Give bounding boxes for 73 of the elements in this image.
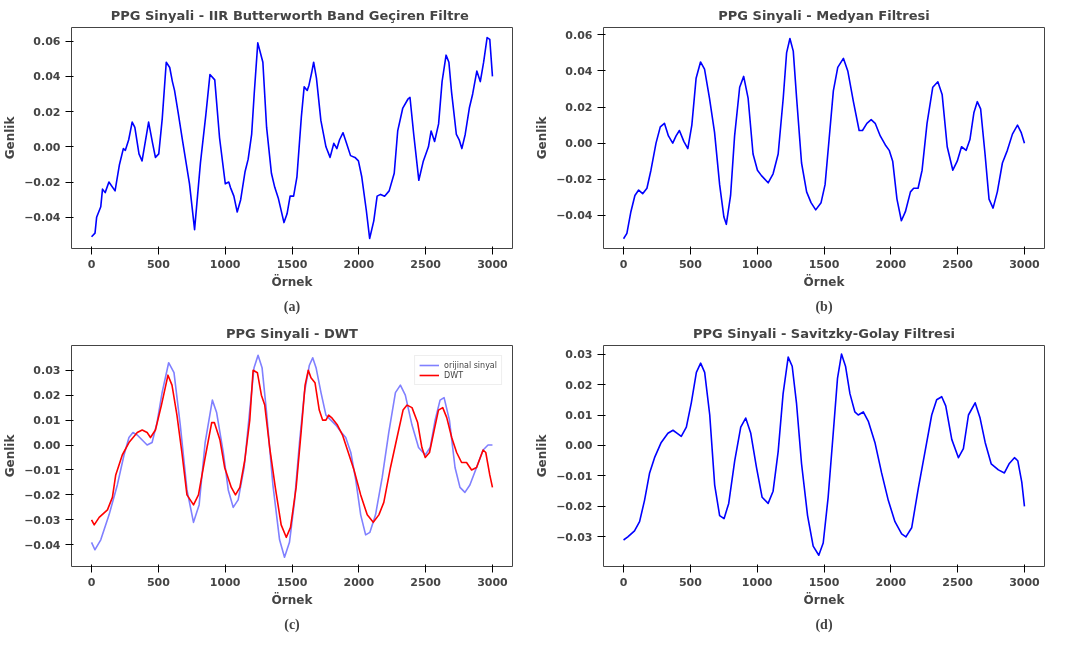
y-tick-label: −0.04 [24,211,61,225]
chart-title: PPG Sinyali - IIR Butterworth Band Geçiren Filtre [110,7,469,23]
y-tick-label: 0.02 [565,101,593,115]
y-tick-label: 0.06 [565,28,593,42]
y-tick-label: 0.04 [565,64,593,78]
y-tick-label: −0.01 [556,469,593,483]
x-axis-title: Örnek [803,591,846,607]
x-axis-title: Örnek [271,591,314,607]
x-tick-label: 3000 [477,257,509,271]
x-tick-label: 2500 [942,575,974,589]
y-tick-label: −0.02 [556,173,593,187]
x-tick-label: 1500 [276,575,308,589]
x-tick-label: 1000 [741,575,773,589]
chart-title: PPG Sinyali - DWT [226,325,359,341]
x-tick-label: 1000 [209,575,241,589]
x-tick-label: 500 [678,575,703,589]
y-tick-label: 0.01 [565,409,593,422]
y-axis-title: Genlik [535,115,550,160]
x-tick-label: 2500 [410,575,442,589]
y-axis-title: Genlik [3,115,18,160]
text: (c) [284,616,301,633]
x-tick-label: 2000 [343,257,375,271]
x-tick-label: 1500 [276,257,308,271]
y-tick-label: 0.00 [33,140,61,154]
x-tick-label: 1000 [741,257,773,271]
text: (b) [815,298,833,315]
y-tick-label: 0.02 [565,378,593,392]
y-axis-title: Genlik [3,433,18,478]
y-tick-label: 0.06 [33,35,61,49]
y-axis-title: Genlik [535,433,550,478]
x-tick-label: 0 [619,575,628,589]
y-tick-label: 0.00 [565,439,593,453]
y-tick-label: 0.01 [33,414,61,428]
y-tick-label: 0.00 [565,137,593,151]
y-tick-label: −0.04 [556,209,593,223]
y-tick-label: −0.04 [24,538,61,552]
x-tick-label: 3000 [477,575,509,589]
x-tick-label: 1500 [808,257,840,271]
y-tick-label: −0.03 [556,530,593,544]
x-tick-label: 0 [87,575,96,589]
y-tick-label: 0.04 [33,70,61,84]
y-tick-label: 0.00 [33,439,61,453]
x-tick-label: 2000 [343,575,375,589]
x-tick-label: 3000 [1009,257,1041,271]
x-tick-label: 1000 [209,257,241,271]
y-tick-label: −0.02 [24,176,61,190]
text: (d) [815,616,833,633]
y-tick-label: −0.01 [24,463,61,477]
text: (a) [283,298,301,315]
x-tick-label: 0 [619,257,628,271]
x-tick-label: 500 [146,257,171,271]
y-tick-label: 0.02 [33,389,61,403]
y-tick-label: 0.02 [33,105,61,119]
x-tick-label: 2000 [875,575,907,589]
y-tick-label: −0.02 [556,500,593,514]
x-tick-label: 0 [87,257,96,271]
x-tick-label: 1500 [808,575,840,589]
y-tick-label: −0.03 [24,513,61,527]
x-tick-label: 500 [146,575,171,589]
x-tick-label: 2500 [410,257,442,271]
y-tick-label: −0.02 [24,488,61,502]
x-axis-title: Örnek [803,273,846,289]
legend-label: DWT [444,370,465,380]
legend-label: orijinal sinyal [444,360,497,370]
x-tick-label: 2500 [942,257,974,271]
y-tick-label: 0.03 [33,364,61,378]
chart-title: PPG Sinyali - Savitzky-Golay Filtresi [692,325,956,341]
x-tick-label: 500 [678,257,703,271]
x-tick-label: 2000 [875,257,907,271]
chart-title: PPG Sinyali - Medyan Filtresi [718,7,930,23]
y-tick-label: 0.03 [565,348,593,362]
x-axis-title: Örnek [271,273,314,289]
x-tick-label: 3000 [1009,575,1041,589]
